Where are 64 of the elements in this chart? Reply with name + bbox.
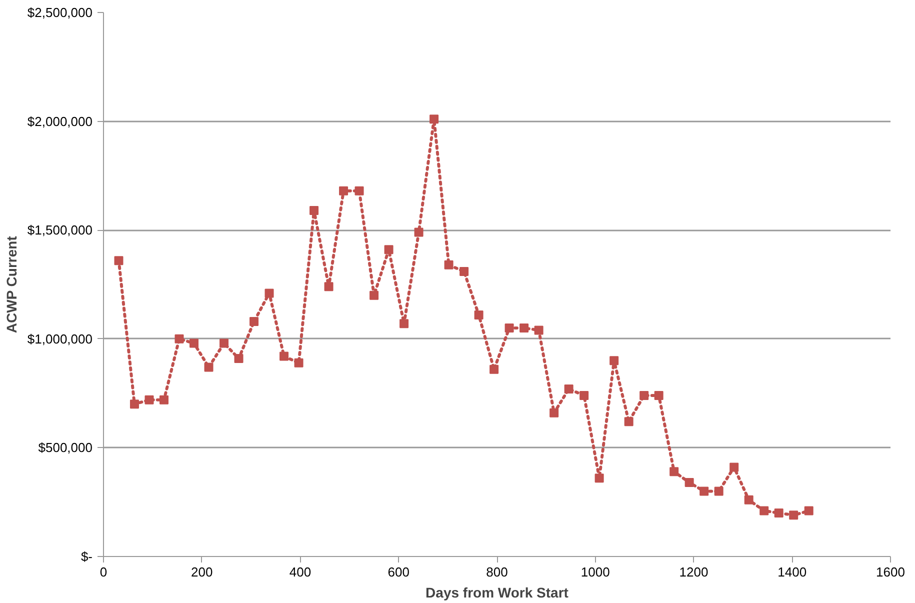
- point: [144, 395, 154, 404]
- point: [294, 358, 304, 368]
- x-axis-title: Days from Work Start: [426, 584, 569, 600]
- point: [670, 467, 679, 476]
- point: [339, 186, 348, 196]
- point: [490, 364, 499, 374]
- y-tick-label: $-: [80, 549, 93, 564]
- point: [774, 508, 784, 518]
- x-tick-label: 600: [388, 564, 410, 580]
- point: [310, 206, 319, 216]
- x-tick-label: 0: [100, 564, 108, 580]
- point: [789, 510, 798, 520]
- point: [414, 228, 424, 237]
- point: [760, 506, 769, 516]
- point: [804, 506, 814, 516]
- x-tick-label: 1400: [778, 564, 807, 580]
- point: [234, 354, 244, 363]
- point: [744, 495, 754, 504]
- y-tick-label: $1,000,000: [27, 331, 93, 346]
- point: [444, 260, 454, 270]
- y-tick-label: $2,000,000: [27, 114, 93, 129]
- point: [280, 352, 289, 361]
- point: [714, 486, 724, 496]
- point: [534, 326, 544, 335]
- point: [354, 186, 364, 196]
- point: [460, 266, 469, 276]
- point: [174, 334, 184, 344]
- y-tick-label: $2,500,000: [27, 5, 93, 20]
- point: [130, 400, 139, 409]
- point: [264, 288, 274, 298]
- x-tick-label: 200: [191, 564, 213, 580]
- point: [654, 390, 664, 400]
- point: [624, 417, 634, 426]
- y-axis-title: ACWP Current: [3, 236, 20, 334]
- point: [190, 338, 199, 348]
- x-tick-label: 1600: [876, 564, 905, 580]
- point: [594, 474, 604, 483]
- point: [684, 478, 694, 488]
- y-tick-label: $500,000: [38, 440, 93, 456]
- point: [700, 486, 709, 496]
- point: [384, 245, 394, 254]
- point: [730, 462, 739, 472]
- point: [114, 256, 124, 266]
- point: [520, 324, 529, 333]
- x-tick-label: 400: [289, 564, 312, 580]
- point: [250, 316, 259, 326]
- point: [474, 310, 484, 320]
- point: [580, 390, 589, 400]
- point: [504, 324, 514, 333]
- point: [400, 319, 409, 328]
- point: [610, 356, 619, 366]
- point: [430, 114, 439, 124]
- point: [564, 384, 574, 394]
- y-tick-label: $1,500,000: [27, 222, 93, 238]
- point: [204, 362, 214, 372]
- x-tick-label: 800: [486, 564, 508, 580]
- point: [550, 408, 559, 418]
- point: [220, 338, 229, 348]
- point: [160, 395, 168, 404]
- x-tick-label: 1200: [679, 564, 708, 580]
- point: [370, 290, 379, 300]
- x-tick-label: 1000: [580, 564, 610, 580]
- point: [324, 282, 334, 292]
- point: [640, 390, 649, 400]
